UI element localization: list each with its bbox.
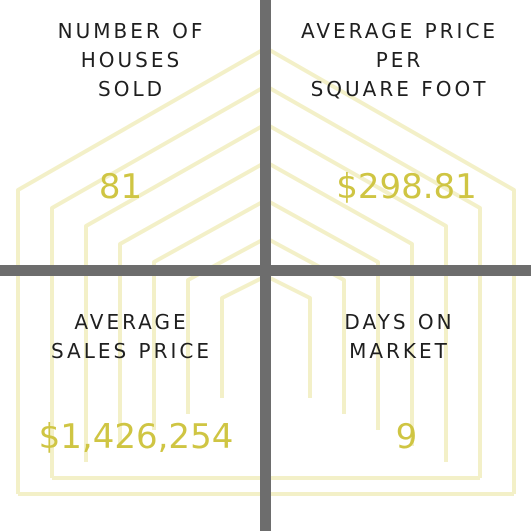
stat-label-line: NUMBER OF (57, 19, 206, 43)
stat-label-line: SOLD (98, 77, 165, 101)
stat-value-houses-sold: 81 (98, 167, 143, 207)
stat-value-price-per-sqft: $298.81 (336, 167, 477, 207)
stat-label-line: HOUSES (80, 48, 183, 72)
stat-label-houses-sold: NUMBER OF HOUSES SOLD (0, 17, 263, 104)
stat-label-line: MARKET (349, 339, 450, 363)
stat-label-average-sales-price: AVERAGE SALES PRICE (0, 308, 263, 366)
stat-label-line: SALES PRICE (50, 339, 213, 363)
stat-label-line: DAYS ON (344, 310, 455, 334)
stat-label-price-per-sqft: AVERAGE PRICE PER SQUARE FOOT (268, 17, 531, 104)
stat-label-line: PER (375, 48, 424, 72)
stat-label-line: AVERAGE PRICE (300, 19, 499, 43)
stat-label-days-on-market: DAYS ON MARKET (268, 308, 531, 366)
stat-value-days-on-market: 9 (395, 417, 418, 457)
stat-label-line: SQUARE FOOT (310, 77, 489, 101)
horizontal-divider (0, 265, 531, 276)
stat-label-line: AVERAGE (74, 310, 189, 334)
stat-value-average-sales-price: $1,426,254 (38, 417, 234, 457)
